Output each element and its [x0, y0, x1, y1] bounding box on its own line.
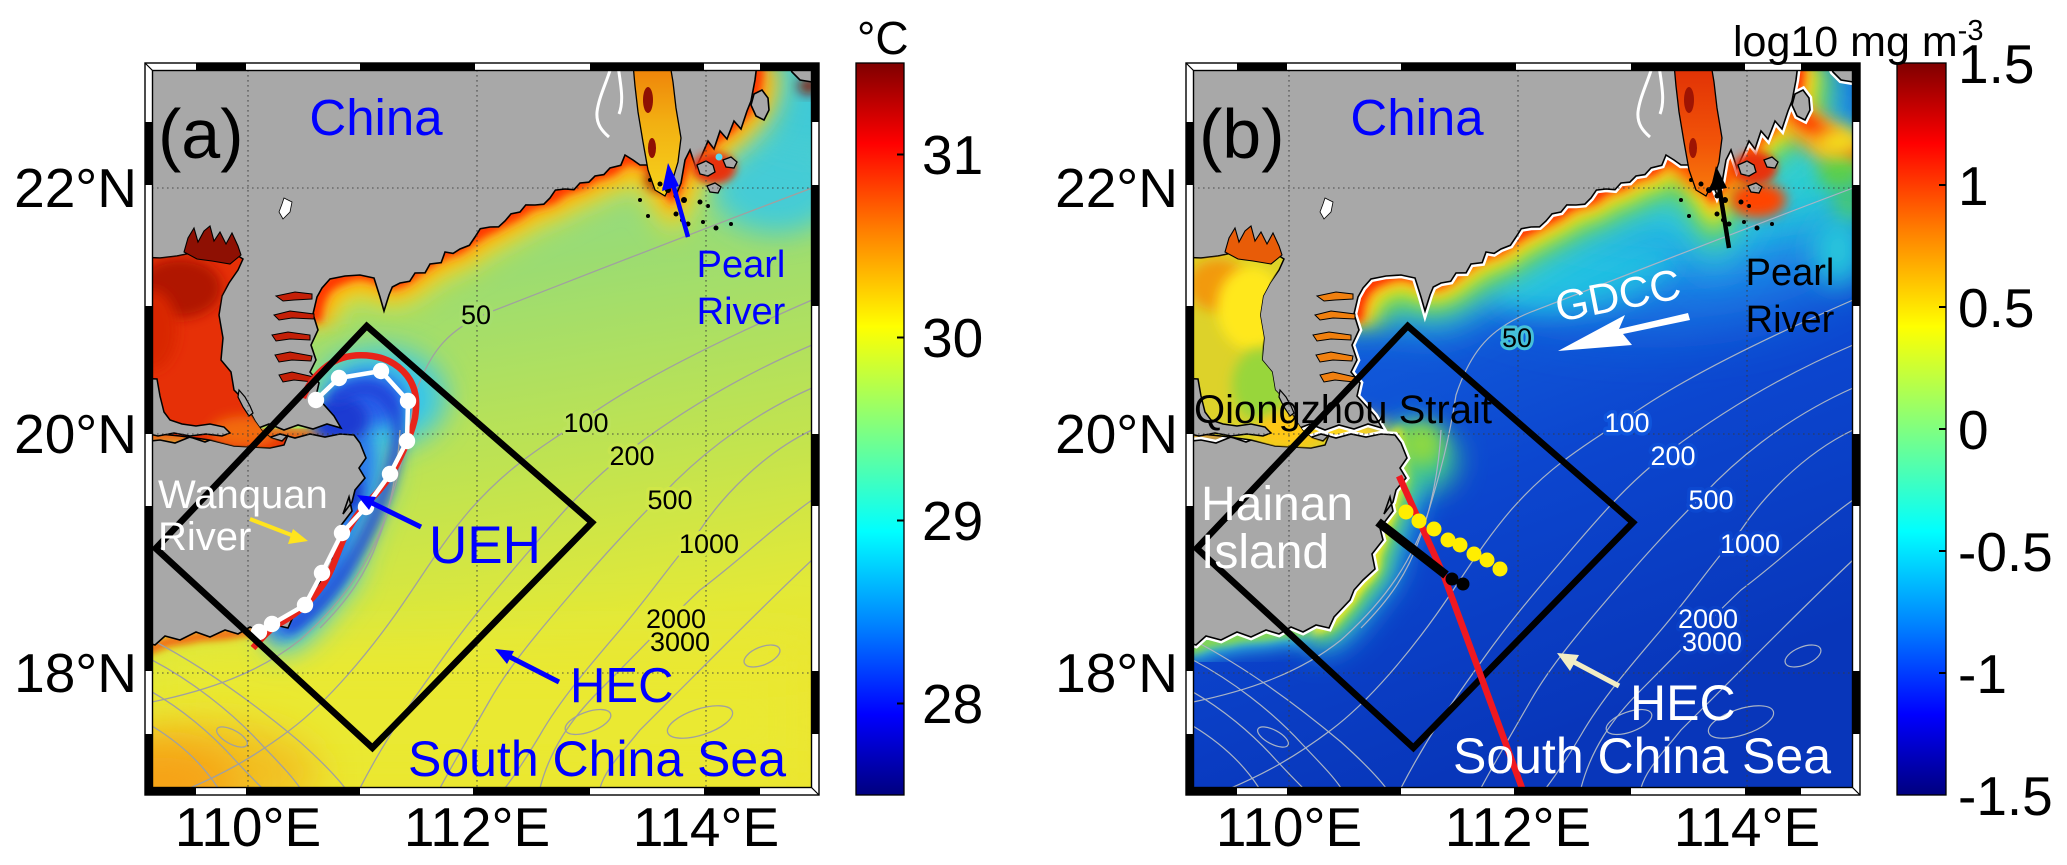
svg-text:(b): (b)	[1199, 95, 1285, 173]
svg-text:500: 500	[1688, 485, 1733, 515]
svg-text:1000: 1000	[679, 529, 739, 559]
svg-text:2000: 2000	[646, 604, 706, 634]
svg-text:200: 200	[1650, 441, 1695, 471]
svg-text:2000: 2000	[1678, 604, 1738, 634]
svg-text:1000: 1000	[1720, 529, 1780, 559]
svg-text:Pearl: Pearl	[1746, 252, 1835, 294]
svg-text:UEH: UEH	[429, 516, 541, 575]
svg-text:100: 100	[563, 408, 608, 438]
svg-text:200: 200	[609, 441, 654, 471]
svg-text:Island: Island	[1201, 526, 1329, 579]
svg-text:29: 29	[922, 490, 983, 552]
svg-text:Pearl: Pearl	[697, 244, 786, 286]
svg-text:30: 30	[922, 307, 983, 369]
svg-text:HEC: HEC	[1630, 675, 1736, 731]
svg-text:18°N: 18°N	[1055, 642, 1178, 704]
svg-text:31: 31	[922, 124, 983, 186]
svg-text:0: 0	[1958, 399, 1989, 461]
svg-text:50: 50	[1502, 323, 1532, 353]
svg-text:114°E: 114°E	[1674, 796, 1820, 858]
svg-text:18°N: 18°N	[14, 642, 137, 704]
svg-text:3000: 3000	[1682, 627, 1742, 657]
svg-text:HEC: HEC	[570, 659, 673, 713]
svg-text:3000: 3000	[650, 627, 710, 657]
svg-text:500: 500	[647, 485, 692, 515]
svg-text:°C: °C	[857, 12, 909, 64]
svg-text:South China Sea: South China Sea	[408, 731, 786, 787]
svg-text:0.5: 0.5	[1958, 277, 2034, 339]
svg-text:112°E: 112°E	[404, 796, 550, 858]
svg-text:100: 100	[1604, 408, 1649, 438]
svg-text:22°N: 22°N	[14, 157, 137, 219]
svg-text:Wanquan: Wanquan	[158, 473, 328, 517]
svg-text:28: 28	[922, 673, 983, 735]
svg-text:114°E: 114°E	[633, 796, 779, 858]
svg-text:1: 1	[1958, 155, 1989, 217]
svg-text:20°N: 20°N	[1055, 403, 1178, 465]
svg-text:-0.5: -0.5	[1958, 521, 2053, 583]
svg-text:20°N: 20°N	[14, 403, 137, 465]
svg-text:110°E: 110°E	[1216, 796, 1362, 858]
svg-text:China: China	[1350, 89, 1484, 146]
svg-text:-1: -1	[1958, 643, 2007, 705]
svg-text:-1.5: -1.5	[1958, 765, 2053, 827]
svg-text:22°N: 22°N	[1055, 157, 1178, 219]
svg-text:Hainan: Hainan	[1201, 478, 1353, 531]
svg-text:1.5: 1.5	[1958, 33, 2034, 95]
svg-text:River: River	[1746, 299, 1835, 341]
svg-text:South China Sea: South China Sea	[1453, 728, 1831, 784]
svg-text:log10 mg m-3: log10 mg m-3	[1733, 15, 1983, 66]
svg-text:(a): (a)	[158, 95, 244, 173]
svg-text:River: River	[697, 291, 786, 333]
svg-text:50: 50	[461, 300, 491, 330]
svg-text:110°E: 110°E	[175, 796, 321, 858]
svg-text:Qiongzhou Strait: Qiongzhou Strait	[1194, 388, 1492, 432]
svg-text:River: River	[158, 515, 251, 559]
svg-text:112°E: 112°E	[1445, 796, 1591, 858]
svg-text:China: China	[309, 89, 443, 146]
